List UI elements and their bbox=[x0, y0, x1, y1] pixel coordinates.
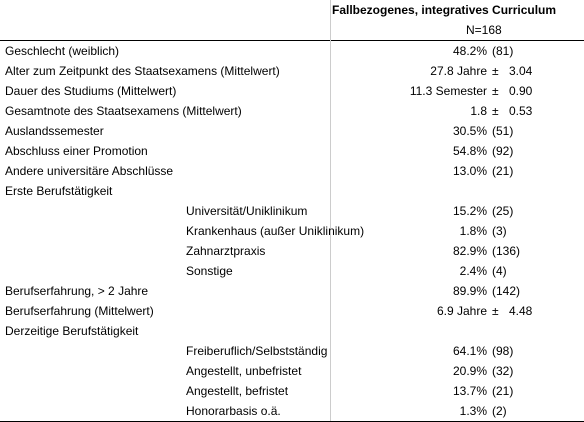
column-rule bbox=[330, 0, 331, 421]
sub-row-label: Angestellt, befristet bbox=[186, 384, 289, 398]
row-value: 20.9% bbox=[452, 364, 487, 378]
row-n: (92) bbox=[492, 144, 514, 158]
sub-row-label: Krankenhaus (außer Uniklinikum) bbox=[186, 224, 365, 238]
row-value: 13.7% bbox=[452, 384, 487, 398]
row-plusminus: ± bbox=[492, 84, 499, 98]
header-title: Fallbezogenes, integratives Curriculum bbox=[332, 3, 557, 17]
row-label: Auslandssemester bbox=[5, 124, 104, 138]
row-n: (2) bbox=[492, 404, 507, 418]
row-value: 30.5% bbox=[452, 124, 487, 138]
row-value: 1.8 bbox=[470, 104, 487, 118]
row-sd: 4.48 bbox=[509, 304, 533, 318]
row-n: (51) bbox=[492, 124, 514, 138]
row-value: 27.8 Jahre bbox=[430, 64, 487, 78]
sub-row-label: Zahnarztpraxis bbox=[186, 244, 266, 258]
row-value: 89.9% bbox=[452, 284, 487, 298]
sub-row-label: Universität/Uniklinikum bbox=[186, 204, 308, 218]
row-value: 82.9% bbox=[452, 244, 487, 258]
row-sd: 0.53 bbox=[509, 104, 533, 118]
header-n: N=168 bbox=[466, 23, 502, 37]
row-n: (3) bbox=[492, 224, 507, 238]
row-value: 54.8% bbox=[452, 144, 487, 158]
row-n: (81) bbox=[492, 44, 514, 58]
row-value: 48.2% bbox=[452, 44, 487, 58]
row-sd: 0.90 bbox=[509, 84, 533, 98]
row-plusminus: ± bbox=[492, 104, 499, 118]
sub-row-label: Sonstige bbox=[186, 264, 233, 278]
row-label: Berufserfahrung, > 2 Jahre bbox=[5, 284, 149, 298]
sub-row-label: Freiberuflich/Selbstständig bbox=[186, 344, 328, 358]
row-value: 1.8% bbox=[459, 224, 487, 238]
row-label: Erste Berufstätigkeit bbox=[5, 184, 113, 198]
row-n: (32) bbox=[492, 364, 514, 378]
row-value: 13.0% bbox=[452, 164, 487, 178]
row-value: 6.9 Jahre bbox=[436, 304, 487, 318]
row-value: 15.2% bbox=[452, 204, 487, 218]
row-value: 11.3 Semester bbox=[409, 84, 487, 98]
row-n: (142) bbox=[492, 284, 521, 298]
sub-row-label: Angestellt, unbefristet bbox=[186, 364, 302, 378]
row-label: Gesamtnote des Staatsexamens (Mittelwert… bbox=[5, 104, 242, 118]
row-label: Geschlecht (weiblich) bbox=[5, 44, 120, 58]
row-label: Dauer des Studiums (Mittelwert) bbox=[5, 84, 177, 98]
row-label: Abschluss einer Promotion bbox=[5, 144, 148, 158]
row-value: 2.4% bbox=[459, 264, 487, 278]
row-n: (4) bbox=[492, 264, 507, 278]
row-n: (21) bbox=[492, 384, 514, 398]
row-value: 64.1% bbox=[452, 344, 487, 358]
row-label: Alter zum Zeitpunkt des Staatsexamens (M… bbox=[5, 64, 280, 78]
sub-row-label: Honorarbasis o.ä. bbox=[186, 404, 281, 418]
row-plusminus: ± bbox=[492, 64, 499, 78]
row-value: 1.3% bbox=[459, 404, 487, 418]
header-rule bbox=[0, 40, 584, 41]
row-n: (21) bbox=[492, 164, 514, 178]
row-label: Berufserfahrung (Mittelwert) bbox=[5, 304, 154, 318]
row-label: Derzeitige Berufstätigkeit bbox=[5, 324, 139, 338]
row-n: (136) bbox=[492, 244, 521, 258]
row-label: Andere universitäre Abschlüsse bbox=[5, 164, 174, 178]
row-plusminus: ± bbox=[492, 304, 499, 318]
row-n: (98) bbox=[492, 344, 514, 358]
row-n: (25) bbox=[492, 204, 514, 218]
row-sd: 3.04 bbox=[509, 64, 533, 78]
